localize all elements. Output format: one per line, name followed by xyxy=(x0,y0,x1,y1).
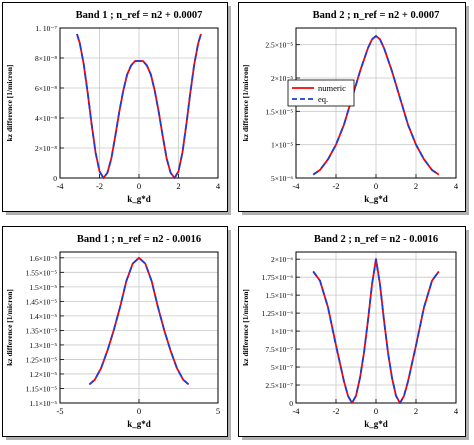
y-tick-label: 1.5×10⁻⁵ xyxy=(29,283,57,292)
y-tick-label: 1.55×10⁻⁵ xyxy=(26,268,58,277)
y-tick-label: 2.5×10⁻⁷ xyxy=(265,381,293,390)
chart-title: Band 1 ; n_ref = n2 + 0.0007 xyxy=(76,10,203,21)
y-tick-label: 1.4×10⁻⁵ xyxy=(29,312,57,321)
chart-panel-band2-plus: Band 2 ; n_ref = n2 + 0.0007 -4 -2 0 2 4 5×10⁻… xyxy=(238,2,470,216)
y-tick-label: 1. 10⁻⁷ xyxy=(35,24,57,33)
y-tick-label: 1.75×10⁻⁶ xyxy=(262,273,294,282)
x-axis-label: k_g*d xyxy=(127,194,151,204)
axes-frame xyxy=(59,251,219,404)
y-tick-label: 8×10⁻⁸ xyxy=(35,54,57,63)
x-tick-label: 5 xyxy=(216,406,220,416)
y-tick-label: 1×10⁻⁵ xyxy=(271,141,293,150)
legend-box xyxy=(287,79,355,107)
series-eq-line xyxy=(88,256,190,386)
series-eq-line xyxy=(312,258,440,404)
x-tick-label: -5 xyxy=(56,406,63,416)
chart-title: Band 1 ; n_ref = n2 - 0.0016 xyxy=(77,234,201,245)
y-tick-label: 1.3×10⁻⁵ xyxy=(29,341,57,350)
y-tick-label: 4×10⁻⁸ xyxy=(35,114,57,123)
y-axis-label: kz difference [1/micron] xyxy=(241,289,250,366)
y-tick-label: 5×10⁻⁷ xyxy=(271,363,293,372)
chart-title: Band 2 ; n_ref = n2 + 0.0007 xyxy=(313,10,440,21)
y-tick-label: 1.5×10⁻⁵ xyxy=(265,107,293,116)
x-tick-label: -2 xyxy=(332,406,339,416)
series-eq-line xyxy=(76,33,202,179)
x-tick-label: -4 xyxy=(292,406,300,416)
y-tick-label: 2×10⁻⁸ xyxy=(35,144,57,153)
chart-panel-band2-minus: Band 2 ; n_ref = n2 - 0.0016 -4 -2 0 2 4 0 2.5×… xyxy=(238,226,470,441)
x-tick-label: 2 xyxy=(414,181,418,191)
legend-entry: eq. xyxy=(318,94,328,104)
y-tick-label: 7.5×10⁻⁷ xyxy=(265,345,293,354)
chart-title: Band 2 ; n_ref = n2 - 0.0016 xyxy=(314,234,438,245)
chart-svg: Band 2 ; n_ref = n2 + 0.0007 -4 -2 0 2 4 5×10⁻… xyxy=(238,2,469,215)
x-tick-label: 0 xyxy=(137,406,141,416)
axes-frame xyxy=(295,251,457,404)
y-tick-label: 2.5×10⁻⁵ xyxy=(265,41,293,50)
y-axis-label: kz difference [1/micron] xyxy=(5,289,14,366)
x-axis-label: k_g*d xyxy=(364,194,388,204)
series-eq-line xyxy=(312,35,440,176)
chart-svg: Band 1 ; n_ref = n2 + 0.0007 -4 -2 0 2 4 0 2×10… xyxy=(2,2,231,215)
y-tick-label: 1.45×10⁻⁵ xyxy=(26,297,58,306)
chart-svg: Band 1 ; n_ref = n2 - 0.0016 -5 0 5 1.1×10⁻⁵… xyxy=(2,226,231,440)
y-tick-label: 1.35×10⁻⁵ xyxy=(26,326,58,335)
x-tick-label: 2 xyxy=(414,406,418,416)
y-tick-label: 1.1×10⁻⁵ xyxy=(29,399,57,408)
y-axis-label: kz difference [1/micron] xyxy=(241,65,250,142)
y-tick-label: 1×10⁻⁶ xyxy=(271,327,293,336)
x-tick-label: 4 xyxy=(454,406,459,416)
x-axis-label: k_g*d xyxy=(364,419,388,429)
x-tick-label: 0 xyxy=(374,406,378,416)
chart-panel-band1-minus: Band 1 ; n_ref = n2 - 0.0016 -5 0 5 1.1×10⁻⁵… xyxy=(2,226,232,441)
y-axis-label: kz difference [1/micron] xyxy=(5,65,14,142)
x-tick-label: 4 xyxy=(216,181,221,191)
y-tick-label: 1.5×10⁻⁶ xyxy=(265,291,293,300)
x-tick-label: 4 xyxy=(454,181,459,191)
x-tick-label: -4 xyxy=(292,181,300,191)
chart-svg: Band 2 ; n_ref = n2 - 0.0016 -4 -2 0 2 4 0 2.5×… xyxy=(238,226,469,440)
x-tick-label: -2 xyxy=(332,181,339,191)
y-tick-label: 0 xyxy=(289,399,293,408)
x-tick-label: 0 xyxy=(374,181,378,191)
y-tick-label: 1.25×10⁻⁶ xyxy=(262,309,294,318)
chart-panel-band1-plus: Band 1 ; n_ref = n2 + 0.0007 -4 -2 0 2 4 0 2×10… xyxy=(2,2,232,216)
x-tick-label: 2 xyxy=(176,181,180,191)
y-tick-label: 2×10⁻⁵ xyxy=(271,74,293,83)
x-axis-label: k_g*d xyxy=(127,419,151,429)
y-tick-label: 6×10⁻⁸ xyxy=(35,84,57,93)
axes-frame xyxy=(59,27,219,179)
legend-entry: numeric xyxy=(318,83,346,93)
x-tick-label: -2 xyxy=(96,181,103,191)
x-tick-label: -4 xyxy=(56,181,64,191)
x-tick-label: 0 xyxy=(137,181,141,191)
y-tick-label: 1.15×10⁻⁵ xyxy=(26,384,58,393)
y-tick-label: 5×10⁻⁶ xyxy=(271,174,293,183)
y-tick-label: 1.2×10⁻⁵ xyxy=(29,370,57,379)
y-tick-label: 2×10⁻⁶ xyxy=(271,255,293,264)
y-tick-label: 0 xyxy=(53,174,57,183)
y-tick-label: 1.25×10⁻⁵ xyxy=(26,355,58,364)
y-tick-label: 1.6×10⁻⁵ xyxy=(29,254,57,263)
